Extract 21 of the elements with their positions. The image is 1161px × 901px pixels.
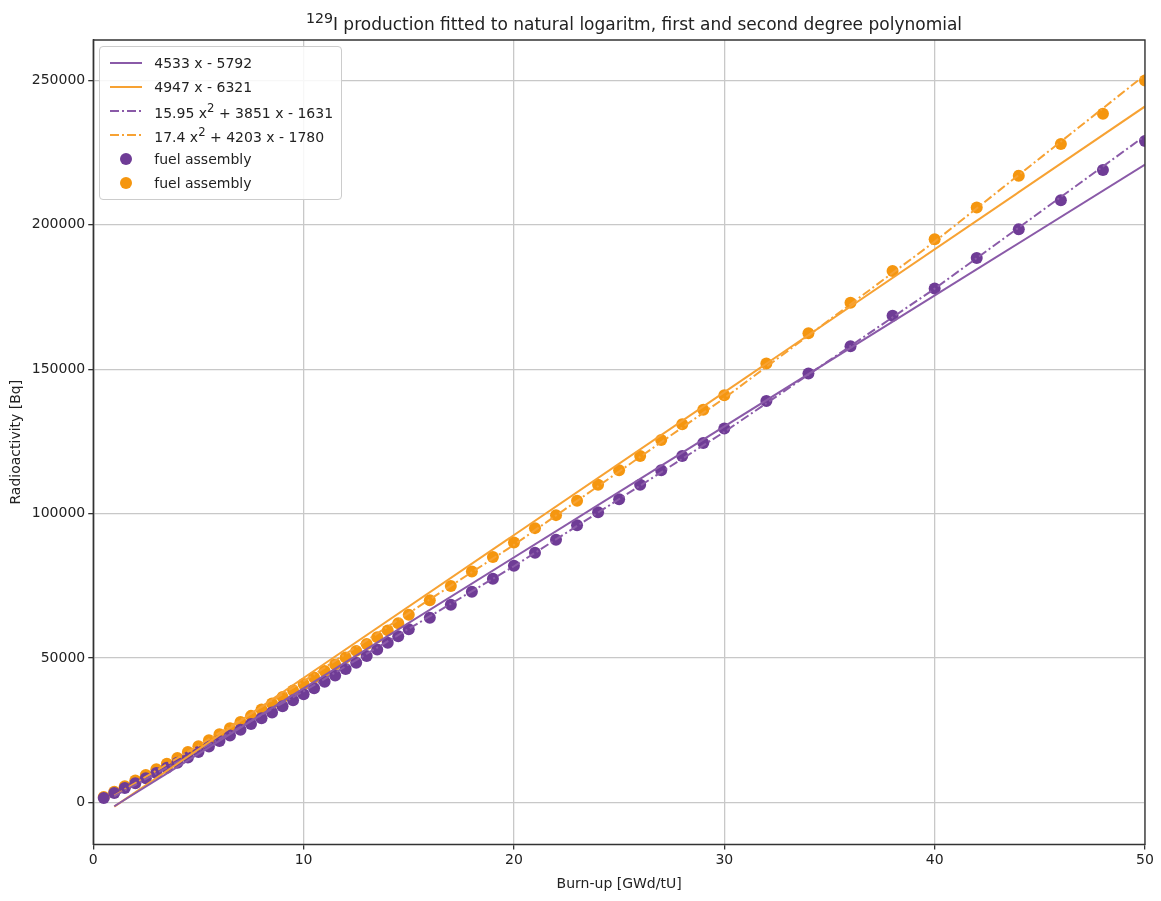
x-tick-label: 0: [88, 851, 98, 868]
legend-label: 4947 x - 6321: [154, 79, 253, 95]
x-tick-label: 40: [925, 851, 944, 868]
x-tick-label: 10: [294, 851, 313, 868]
legend-label: 4533 x - 5792: [154, 55, 253, 71]
legend-label: fuel assembly: [154, 175, 252, 191]
y-tick-label: 150000: [31, 359, 86, 376]
legend-label: 17.4 x$^{2}$ + 4203 x - 1780: [154, 125, 325, 145]
x-tick-label: 30: [715, 851, 734, 868]
legend-label: fuel assembly: [154, 151, 252, 167]
y-tick-label: 50000: [40, 648, 86, 665]
y-tick-label: 250000: [31, 71, 86, 88]
y-tick-label: 0: [76, 793, 86, 810]
legend-label: 15.95 x$^{2}$ + 3851 x - 1631: [154, 101, 334, 121]
x-axis-title: Burn-up [GWd/tU]: [556, 875, 682, 892]
x-tick-label: 20: [505, 851, 523, 868]
y-tick-label: 100000: [31, 504, 86, 521]
chart-title: $^{129}$I production fitted to natural logaritm, first and second degree polynomial: [304, 10, 964, 34]
y-tick-label: 200000: [31, 215, 86, 232]
x-tick-label: 50: [1136, 851, 1154, 868]
y-axis-title: Radioactivity [Bq]: [7, 379, 24, 505]
